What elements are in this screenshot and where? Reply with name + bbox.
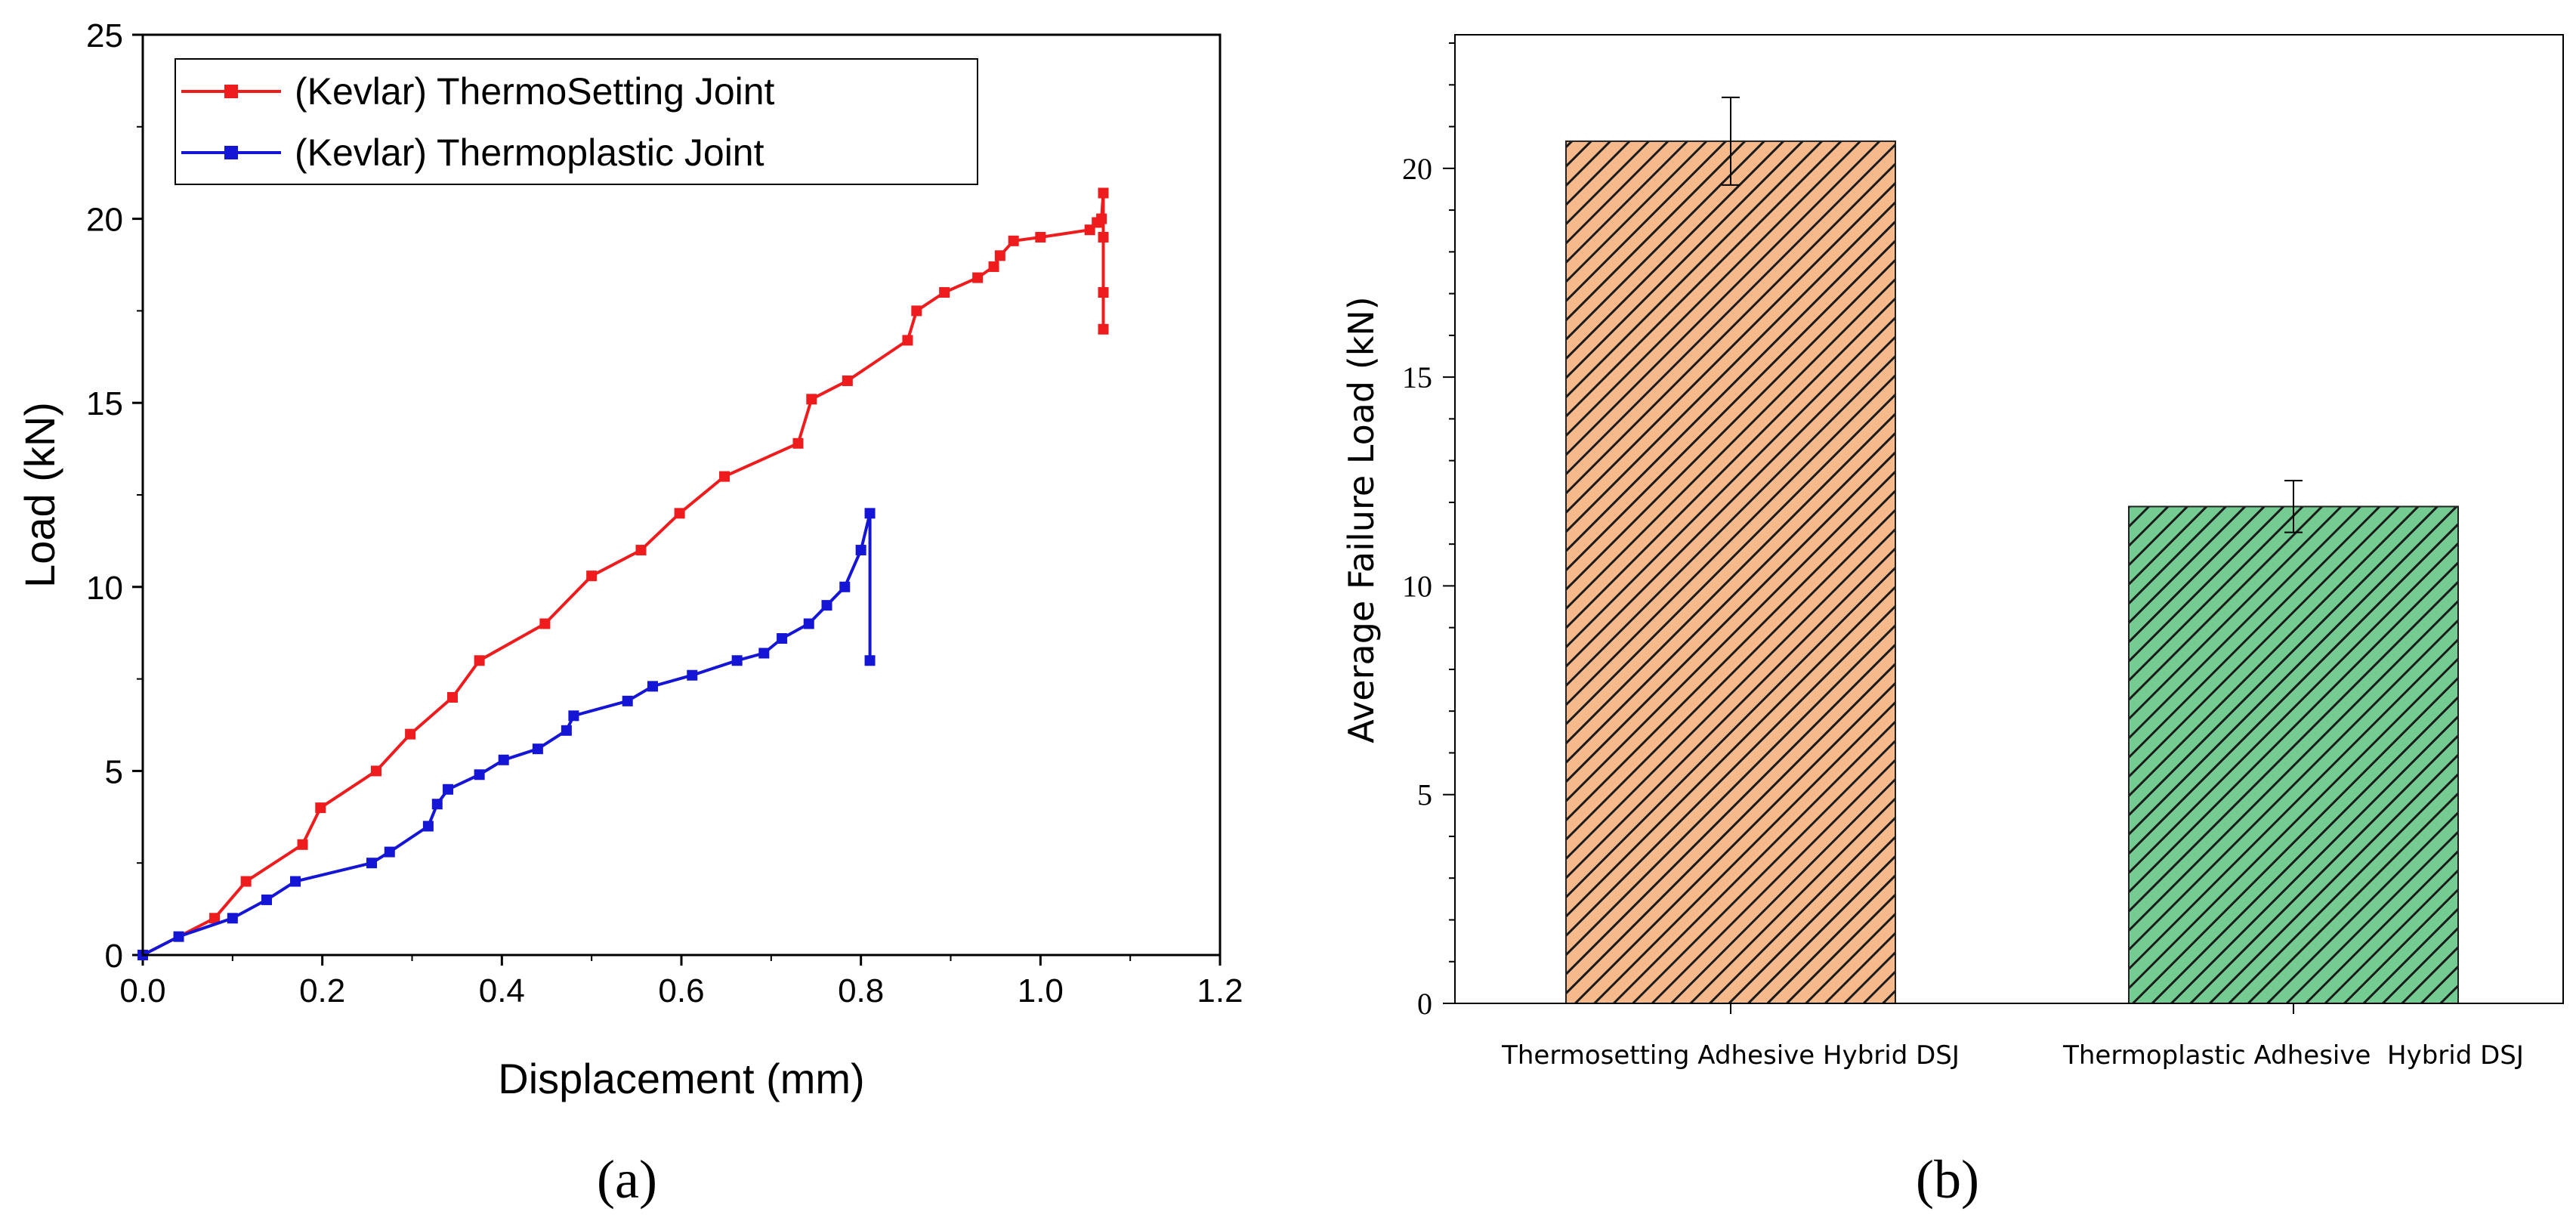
x-tick-label-a: 0.8	[838, 972, 884, 1009]
bar-chart-frame	[1454, 34, 2564, 1004]
x-tick-label-a: 0.6	[658, 972, 704, 1009]
data-point	[635, 545, 647, 556]
data-point	[443, 784, 454, 795]
legend-marker-thermoplastic	[224, 146, 238, 159]
data-point	[297, 839, 308, 850]
data-point	[719, 471, 730, 482]
y-tick-label-a: 25	[86, 17, 123, 54]
legend-label-thermosetting: (Kevlar) ThermoSetting Joint	[295, 70, 775, 113]
legend-label-thermoplastic: (Kevlar) Thermoplastic Joint	[295, 131, 764, 174]
data-point	[864, 655, 876, 666]
data-point	[431, 799, 443, 810]
data-point	[384, 846, 395, 858]
data-point	[803, 618, 814, 629]
line-chart-series	[137, 187, 1109, 960]
bar-chart-panel-b: 0 5 10 15 20 Thermosetting Adhesive Hybrid D…	[1341, 34, 2564, 1210]
data-point	[1008, 235, 1019, 246]
y-axis-label-b: Average Failure Load (kN)	[1341, 296, 1382, 743]
y-tick-label-a: 15	[86, 385, 123, 422]
data-point	[173, 931, 184, 942]
bar-chart-ticks: 0 5 10 15 20	[1402, 42, 1455, 1021]
data-point	[731, 655, 743, 666]
y-tick-label-a: 10	[86, 570, 123, 607]
data-point	[911, 305, 922, 317]
data-point	[806, 394, 817, 405]
data-point	[405, 728, 416, 740]
data-point	[647, 681, 658, 692]
legend-box	[175, 58, 978, 185]
data-point	[586, 570, 598, 582]
category-label: Thermoplastic Adhesive Hybrid DSJ	[2062, 1040, 2524, 1071]
category-label: Thermosetting Adhesive Hybrid DSJ	[1501, 1040, 1960, 1071]
data-point	[532, 743, 543, 755]
y-tick-label-b: 15	[1402, 360, 1432, 394]
y-tick-label-b: 5	[1417, 778, 1432, 812]
data-point	[1098, 231, 1109, 243]
data-point	[687, 669, 698, 681]
data-point	[498, 754, 509, 765]
x-tick-label-a: 1.0	[1018, 972, 1064, 1009]
line-chart-panel-a: 0.0 0.2 0.4 0.6 0.8 1.0 1.2 0 5 10 15 20 25 (Kevlar)…	[16, 17, 1243, 1210]
data-point	[674, 508, 685, 519]
data-point	[855, 545, 866, 556]
data-point	[842, 375, 853, 386]
y-tick-label-b: 0	[1417, 987, 1432, 1021]
data-point	[240, 876, 252, 887]
data-point	[622, 695, 633, 706]
legend-marker-thermosetting	[224, 85, 238, 98]
line-chart-ticks: 0.0 0.2 0.4 0.6 0.8 1.0 1.2 0 5 10 15 20 25	[86, 17, 1243, 1009]
x-tick-label-a: 1.2	[1197, 972, 1243, 1009]
line-chart-frame	[141, 33, 1222, 957]
data-point	[1098, 323, 1109, 335]
data-point	[988, 261, 999, 272]
data-point	[994, 250, 1005, 261]
bar-thermosetting	[1565, 140, 1896, 1005]
panel-a-caption: (a)	[597, 1149, 657, 1210]
data-point	[227, 913, 238, 924]
y-tick-label-b: 20	[1402, 152, 1432, 186]
y-tick-label-b: 10	[1402, 569, 1432, 603]
data-point	[902, 335, 913, 346]
data-point	[1096, 213, 1107, 224]
y-tick-label-a: 20	[86, 202, 123, 239]
data-point	[290, 876, 301, 887]
y-axis-label-a: Load (kN)	[16, 402, 63, 588]
data-point	[539, 618, 551, 629]
data-point	[839, 581, 851, 592]
data-point	[561, 725, 572, 736]
bar-thermoplastic	[2128, 505, 2459, 1004]
data-point	[821, 600, 832, 611]
data-point	[1035, 231, 1046, 243]
data-point	[261, 894, 272, 905]
data-point	[792, 437, 804, 449]
series-line-thermoplastic	[142, 512, 872, 957]
data-point	[474, 655, 485, 666]
series-line-thermosetting	[142, 191, 1105, 957]
data-point	[939, 287, 950, 298]
bar-chart-bars: Thermosetting Adhesive Hybrid DSJ Thermop…	[1501, 96, 2524, 1071]
data-point	[209, 913, 221, 924]
x-axis-label-a: Displacement (mm)	[498, 1055, 864, 1102]
data-point	[1098, 287, 1109, 298]
x-tick-label-a: 0.4	[479, 972, 525, 1009]
data-point	[474, 769, 485, 780]
data-point	[864, 508, 876, 519]
panel-b-caption: (b)	[1916, 1149, 1979, 1210]
data-point	[370, 765, 381, 777]
legend: (Kevlar) ThermoSetting Joint (Kevlar) Th…	[175, 58, 978, 185]
data-point	[777, 633, 788, 644]
x-tick-label-a: 0.0	[119, 972, 165, 1009]
x-tick-label-a: 0.2	[299, 972, 345, 1009]
data-point	[315, 802, 326, 814]
data-point	[422, 821, 434, 832]
data-point	[1098, 187, 1109, 199]
y-tick-label-a: 5	[105, 753, 123, 790]
data-point	[758, 648, 770, 659]
data-point	[446, 691, 458, 703]
data-point	[972, 272, 984, 283]
data-point	[568, 710, 579, 722]
y-tick-label-a: 0	[105, 938, 123, 975]
data-point	[366, 858, 378, 869]
